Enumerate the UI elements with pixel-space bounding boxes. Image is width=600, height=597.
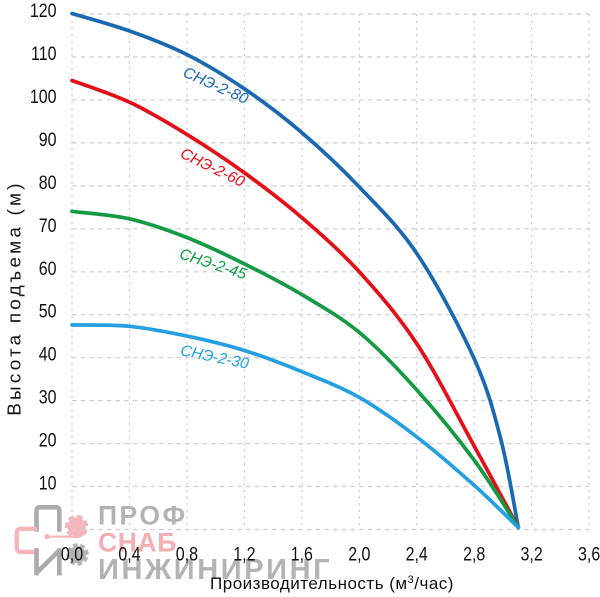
svg-text:СНАБ: СНАБ (98, 528, 177, 558)
svg-text:2,8: 2,8 (463, 543, 485, 565)
svg-text:ИНЖИНИРИНГ: ИНЖИНИРИНГ (98, 554, 332, 586)
svg-text:0,8: 0,8 (176, 543, 198, 565)
svg-text:40: 40 (39, 343, 57, 365)
svg-text:20: 20 (39, 429, 57, 451)
svg-text:ПРОФ: ПРОФ (98, 501, 188, 531)
svg-text:60: 60 (39, 257, 57, 279)
svg-text:Высота подъема (м): Высота подъема (м) (4, 180, 25, 416)
svg-text:80: 80 (39, 171, 57, 193)
svg-text:30: 30 (39, 386, 57, 408)
svg-text:70: 70 (39, 214, 57, 236)
svg-text:10: 10 (39, 472, 57, 494)
svg-text:0,4: 0,4 (118, 543, 140, 565)
svg-text:2,0: 2,0 (348, 543, 370, 565)
svg-text:0,0: 0,0 (61, 543, 83, 565)
svg-text:100: 100 (30, 85, 57, 107)
svg-text:3,6: 3,6 (578, 543, 600, 565)
svg-text:50: 50 (39, 300, 57, 322)
svg-text:2,4: 2,4 (406, 543, 428, 565)
svg-text:Производительность (м3/час): Производительность (м3/час) (210, 574, 454, 593)
svg-text:3,2: 3,2 (520, 543, 542, 565)
svg-text:90: 90 (39, 128, 57, 150)
svg-text:1,2: 1,2 (233, 543, 255, 565)
svg-text:120: 120 (30, 0, 57, 21)
svg-text:110: 110 (31, 43, 57, 65)
svg-text:1,6: 1,6 (291, 543, 313, 565)
